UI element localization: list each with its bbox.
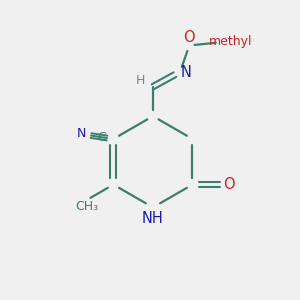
Text: C: C	[98, 131, 106, 144]
Text: O: O	[183, 30, 195, 45]
Text: O: O	[223, 177, 235, 192]
Text: N: N	[181, 65, 191, 80]
Text: CH₃: CH₃	[75, 200, 98, 213]
Text: NH: NH	[142, 211, 164, 226]
Text: methyl: methyl	[209, 35, 252, 48]
Text: N: N	[77, 127, 87, 140]
Text: H: H	[136, 74, 145, 87]
